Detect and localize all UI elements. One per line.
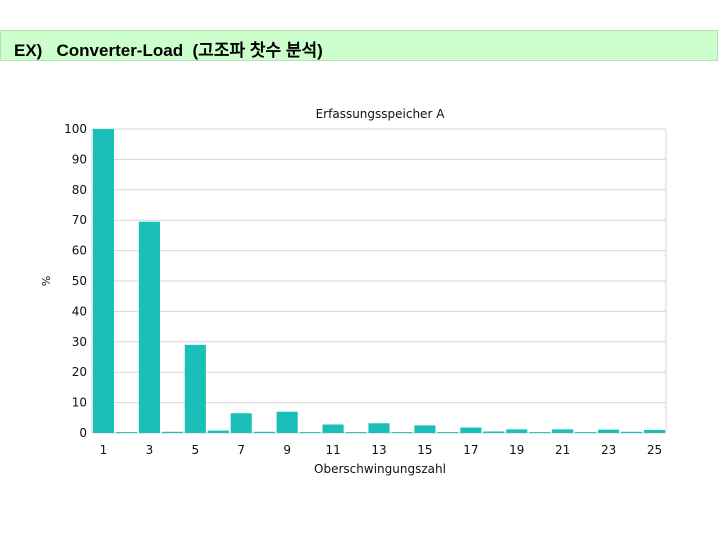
x-tick-label: 11 [325,443,340,457]
bar-harmonic-11 [322,424,344,433]
x-tick-label: 25 [647,443,662,457]
x-tick-label: 9 [283,443,291,457]
bar-harmonic-10 [299,432,321,433]
bar-harmonic-2 [115,432,138,433]
y-tick-label: 0 [79,426,87,440]
bar-harmonic-18 [483,431,505,433]
x-tick-label: 17 [463,443,478,457]
bar-harmonic-6 [207,430,229,433]
bar-harmonic-22 [575,432,597,433]
y-tick-label: 60 [72,244,87,258]
y-tick-label: 50 [72,274,87,288]
x-tick-label: 5 [191,443,199,457]
x-tick-labels: 1 3 5 7 9 11 13 15 17 19 21 23 25 [100,443,663,457]
bar-harmonic-17 [460,427,482,433]
bar-harmonic-3 [138,221,160,433]
bar-harmonic-8 [253,431,275,433]
x-tick-label: 7 [237,443,245,457]
bars [92,129,666,433]
y-tick-label: 90 [72,152,87,166]
y-tick-label: 40 [72,304,87,318]
slide-title: EX) Converter-Load (고조파 찻수 분석) [14,41,323,60]
bar-harmonic-16 [437,432,459,433]
x-tick-label: 1 [100,443,108,457]
bar-harmonic-14 [391,432,413,433]
bar-harmonic-19 [506,429,528,433]
y-tick-label: 20 [72,365,87,379]
bar-harmonic-24 [620,431,643,433]
x-tick-label: 23 [601,443,616,457]
y-tick-label: 10 [72,396,87,410]
y-tick-label: 100 [64,122,87,136]
bar-harmonic-20 [529,432,551,433]
bar-harmonic-1 [92,129,115,433]
x-tick-label: 13 [371,443,386,457]
x-axis-label: Oberschwingungszahl [314,462,446,476]
y-tick-label: 80 [72,183,87,197]
chart-title: Erfassungsspeicher A [316,107,446,121]
bar-harmonic-21 [552,429,574,433]
bar-harmonic-4 [161,431,183,433]
bar-harmonic-9 [276,411,298,433]
x-tick-label: 21 [555,443,570,457]
x-tick-label: 3 [146,443,154,457]
bar-harmonic-15 [414,425,436,433]
bar-harmonic-5 [184,344,206,433]
y-tick-labels: 0 10 20 30 40 50 60 70 80 90 100 [64,122,87,440]
bar-harmonic-23 [598,429,620,433]
x-tick-label: 15 [417,443,432,457]
bar-harmonic-12 [345,432,367,433]
y-tick-label: 30 [72,335,87,349]
y-tick-label: 70 [72,213,87,227]
y-axis-label: % [40,276,53,286]
x-tick-label: 19 [509,443,524,457]
bar-harmonic-13 [368,423,390,433]
slide-title-bar: EX) Converter-Load (고조파 찻수 분석) [0,30,718,61]
bar-harmonic-25 [643,429,666,433]
bar-harmonic-7 [230,413,252,433]
